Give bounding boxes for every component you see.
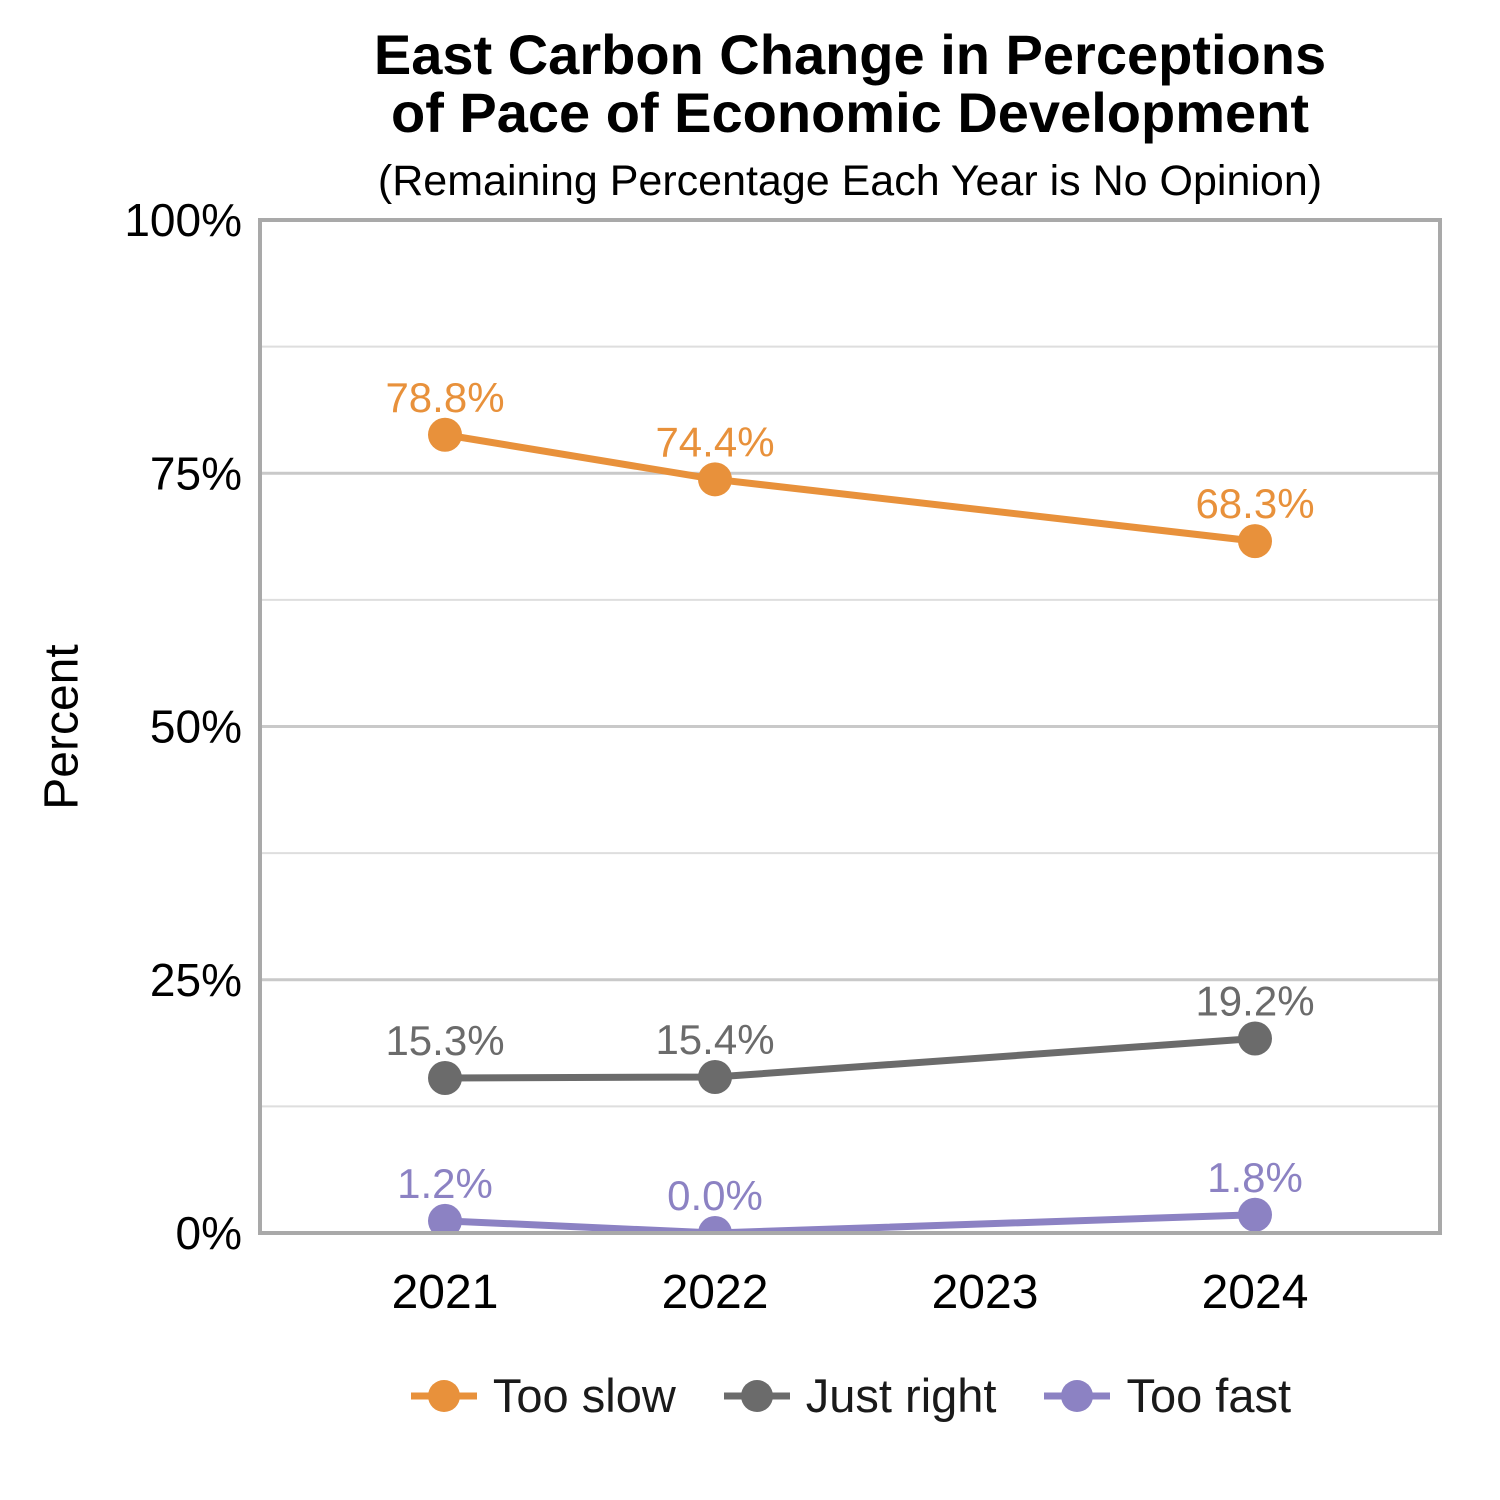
legend-item-just-right: Just right xyxy=(722,1368,997,1423)
chart-subtitle: (Remaining Percentage Each Year is No Op… xyxy=(377,157,1323,205)
x-tick-label: 2023 xyxy=(932,1266,1039,1319)
legend-marker-icon xyxy=(1044,1379,1111,1412)
data-label: 0.0% xyxy=(667,1172,763,1219)
chart-title-line1: East Carbon Change in Perceptions xyxy=(373,23,1327,86)
data-point-too-slow xyxy=(428,417,462,452)
panel-border xyxy=(258,218,1442,1235)
legend-item-too-fast: Too fast xyxy=(1042,1368,1291,1423)
x-tick-label: 2022 xyxy=(662,1266,769,1319)
x-tick-label: 2024 xyxy=(1202,1266,1309,1319)
legend-item-too-slow: Too slow xyxy=(409,1368,676,1423)
y-tick-label: 0% xyxy=(176,1207,242,1259)
y-tick-label: 100% xyxy=(124,194,242,246)
data-label: 1.8% xyxy=(1207,1154,1303,1201)
chart-header: East Carbon Change in Perceptions of Pac… xyxy=(200,23,1500,205)
series-layer xyxy=(428,417,1272,1233)
data-point-just-right xyxy=(428,1061,462,1096)
data-label: 78.8% xyxy=(385,374,504,421)
series-line-too-fast xyxy=(441,1211,1259,1233)
chart-title-line2: of Pace of Economic Development xyxy=(391,81,1309,144)
data-label: 74.4% xyxy=(655,418,774,465)
x-tick-label: 2021 xyxy=(392,1266,499,1319)
data-point-just-right xyxy=(1238,1021,1272,1056)
data-label: 68.3% xyxy=(1195,480,1314,527)
data-label: 15.3% xyxy=(385,1017,504,1064)
data-label: 15.4% xyxy=(655,1016,774,1063)
legend-label: Too slow xyxy=(492,1369,676,1422)
y-tick-label: 75% xyxy=(150,447,242,499)
data-point-too-slow xyxy=(698,462,732,497)
data-label: 1.2% xyxy=(397,1160,493,1207)
data-point-too-slow xyxy=(1238,524,1272,559)
legend-marker-icon xyxy=(723,1379,790,1412)
data-label: 19.2% xyxy=(1195,978,1314,1025)
y-tick-label: 25% xyxy=(150,954,242,1006)
legend-marker-icon xyxy=(410,1379,477,1412)
chart-legend: Too slow Just right Too fast xyxy=(200,1368,1500,1423)
data-point-too-fast xyxy=(428,1203,462,1233)
data-point-too-fast xyxy=(1238,1197,1272,1232)
legend-label: Just right xyxy=(805,1369,997,1422)
data-point-too-fast xyxy=(698,1216,732,1233)
data-point-just-right xyxy=(698,1059,732,1094)
legend-label: Too fast xyxy=(1126,1369,1292,1422)
y-tick-label: 50% xyxy=(150,701,242,753)
